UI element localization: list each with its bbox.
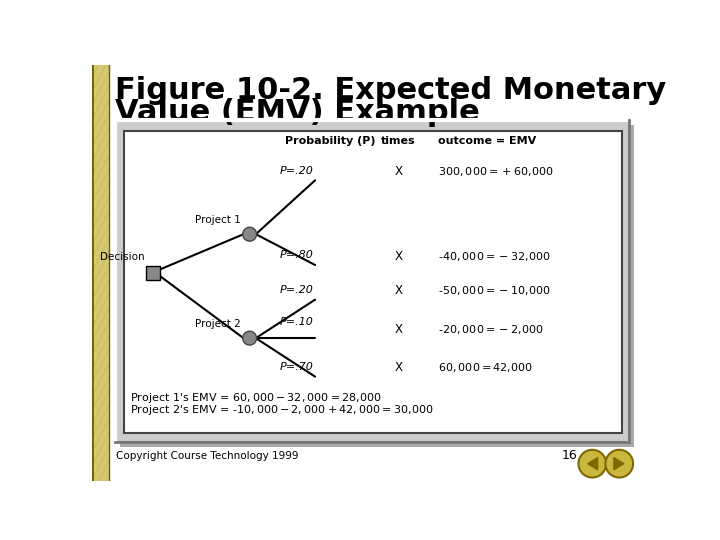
Text: $300,000 = +$60,000: $300,000 = +$60,000 <box>438 165 554 178</box>
Text: X: X <box>395 361 402 374</box>
Polygon shape <box>588 457 598 470</box>
Circle shape <box>606 450 633 477</box>
FancyBboxPatch shape <box>115 120 629 442</box>
Text: outcome = EMV: outcome = EMV <box>438 137 536 146</box>
FancyBboxPatch shape <box>120 125 634 447</box>
Text: X: X <box>395 323 402 336</box>
Text: P=.10: P=.10 <box>279 318 314 327</box>
Text: Project 1's EMV = $60,000 -32,000 = $28,000: Project 1's EMV = $60,000 -32,000 = $28,… <box>130 390 382 404</box>
Text: X: X <box>395 165 402 178</box>
Circle shape <box>578 450 606 477</box>
Text: Copyright Course Technology 1999: Copyright Course Technology 1999 <box>117 451 299 461</box>
Text: -$20,000 = -$2,000: -$20,000 = -$2,000 <box>438 323 544 336</box>
Circle shape <box>243 331 256 345</box>
Text: -$40,000 = -$32,000: -$40,000 = -$32,000 <box>438 249 551 262</box>
Polygon shape <box>614 457 624 470</box>
Text: Figure 10-2. Expected Monetary: Figure 10-2. Expected Monetary <box>115 76 666 105</box>
Text: Value (EMV) Example: Value (EMV) Example <box>115 98 480 127</box>
Text: 16: 16 <box>562 449 577 462</box>
Text: -$50,000 = -$10,000: -$50,000 = -$10,000 <box>438 285 551 298</box>
Bar <box>124 131 621 433</box>
Text: Project 1: Project 1 <box>194 215 240 225</box>
Text: Project 2: Project 2 <box>194 319 240 329</box>
Text: Project 2's EMV = -$10,000 -2,000 + 42,000 = $30,000: Project 2's EMV = -$10,000 -2,000 + 42,0… <box>130 403 433 417</box>
Text: P=.20: P=.20 <box>279 285 314 295</box>
Text: times: times <box>381 137 415 146</box>
Text: P=.20: P=.20 <box>279 166 314 176</box>
Circle shape <box>243 227 256 241</box>
Bar <box>146 266 161 280</box>
Bar <box>92 65 109 481</box>
Text: X: X <box>395 285 402 298</box>
Text: Decision: Decision <box>99 252 144 262</box>
Text: P=.70: P=.70 <box>279 362 314 372</box>
Text: P=.80: P=.80 <box>279 251 314 260</box>
Text: X: X <box>395 249 402 262</box>
Text: Probability (P): Probability (P) <box>285 137 376 146</box>
Text: $60,000 = $42,000: $60,000 = $42,000 <box>438 361 534 374</box>
